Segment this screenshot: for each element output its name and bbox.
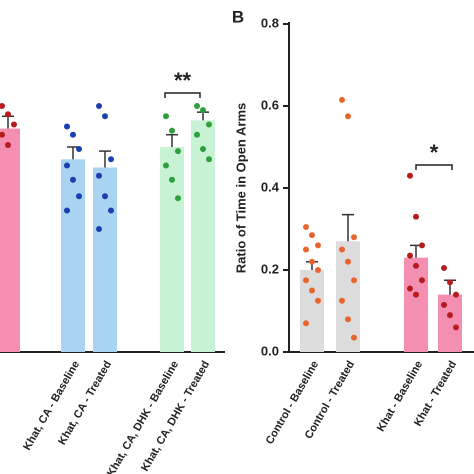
data-point [303,277,309,284]
y-tick-label: 0.8 [261,15,279,30]
y-tick-label: 0.4 [261,179,280,194]
data-point [413,291,419,298]
data-point [70,131,76,138]
data-point [206,156,212,163]
data-point [309,287,315,294]
data-point [315,267,321,273]
data-point [108,207,114,214]
data-point [339,297,345,304]
bar [191,120,215,352]
bar [300,270,324,352]
data-point [441,264,447,271]
data-point [169,176,175,183]
significance-label: ** [174,68,192,93]
data-point [315,242,321,249]
data-point [163,113,169,120]
data-point [419,277,425,284]
significance-bracket [415,164,453,170]
panel-label: B [232,7,244,26]
data-point [303,246,309,253]
data-point [102,113,108,120]
data-point [407,252,413,259]
data-point [351,234,357,241]
data-point [407,172,413,179]
data-point [413,262,419,269]
data-point [339,96,345,103]
data-point [194,103,200,109]
significance-bracket [164,92,201,98]
bar [0,128,20,352]
y-axis-title: Ratio of Time in Open Arms [233,103,248,273]
data-point [76,193,82,200]
data-point [200,107,206,114]
data-point [70,176,76,183]
data-point [163,162,169,169]
data-point [102,193,108,200]
data-point [64,162,70,169]
data-point [309,258,315,265]
data-point [303,320,309,327]
y-tick-label: 0.0 [261,343,279,358]
bar [336,241,360,352]
data-point [96,172,102,179]
data-point [351,334,357,341]
data-point [0,131,5,138]
data-point [5,111,11,118]
data-point [206,121,212,128]
data-point [453,291,459,298]
data-point [0,103,5,109]
data-point [200,146,206,153]
data-point [194,131,200,138]
data-point [96,103,102,109]
y-tick-label: 0.2 [261,261,279,276]
data-point [345,258,351,265]
y-tick-label: 0.6 [261,97,279,112]
data-point [345,113,351,120]
data-point [447,279,453,286]
data-point [339,246,345,253]
data-point [453,324,459,331]
data-point [303,223,309,230]
data-point [5,141,11,148]
data-point [175,148,181,155]
data-point [413,213,419,220]
data-point [169,127,175,134]
data-point [441,301,447,308]
data-point [447,312,453,319]
data-point [11,121,17,128]
data-point [64,123,70,130]
bar [61,159,85,352]
bar [404,257,428,352]
significance-label: * [430,140,439,165]
data-point [407,285,413,292]
data-point [64,207,70,214]
data-point [309,232,315,239]
data-point [175,195,181,202]
data-point [315,297,321,304]
data-point [96,226,102,232]
x-tick-label: Khat, CA - Baseline [21,359,82,453]
data-point [345,316,351,323]
data-point [108,156,114,163]
data-point [419,242,425,249]
data-point [76,146,82,153]
data-point [351,277,357,284]
